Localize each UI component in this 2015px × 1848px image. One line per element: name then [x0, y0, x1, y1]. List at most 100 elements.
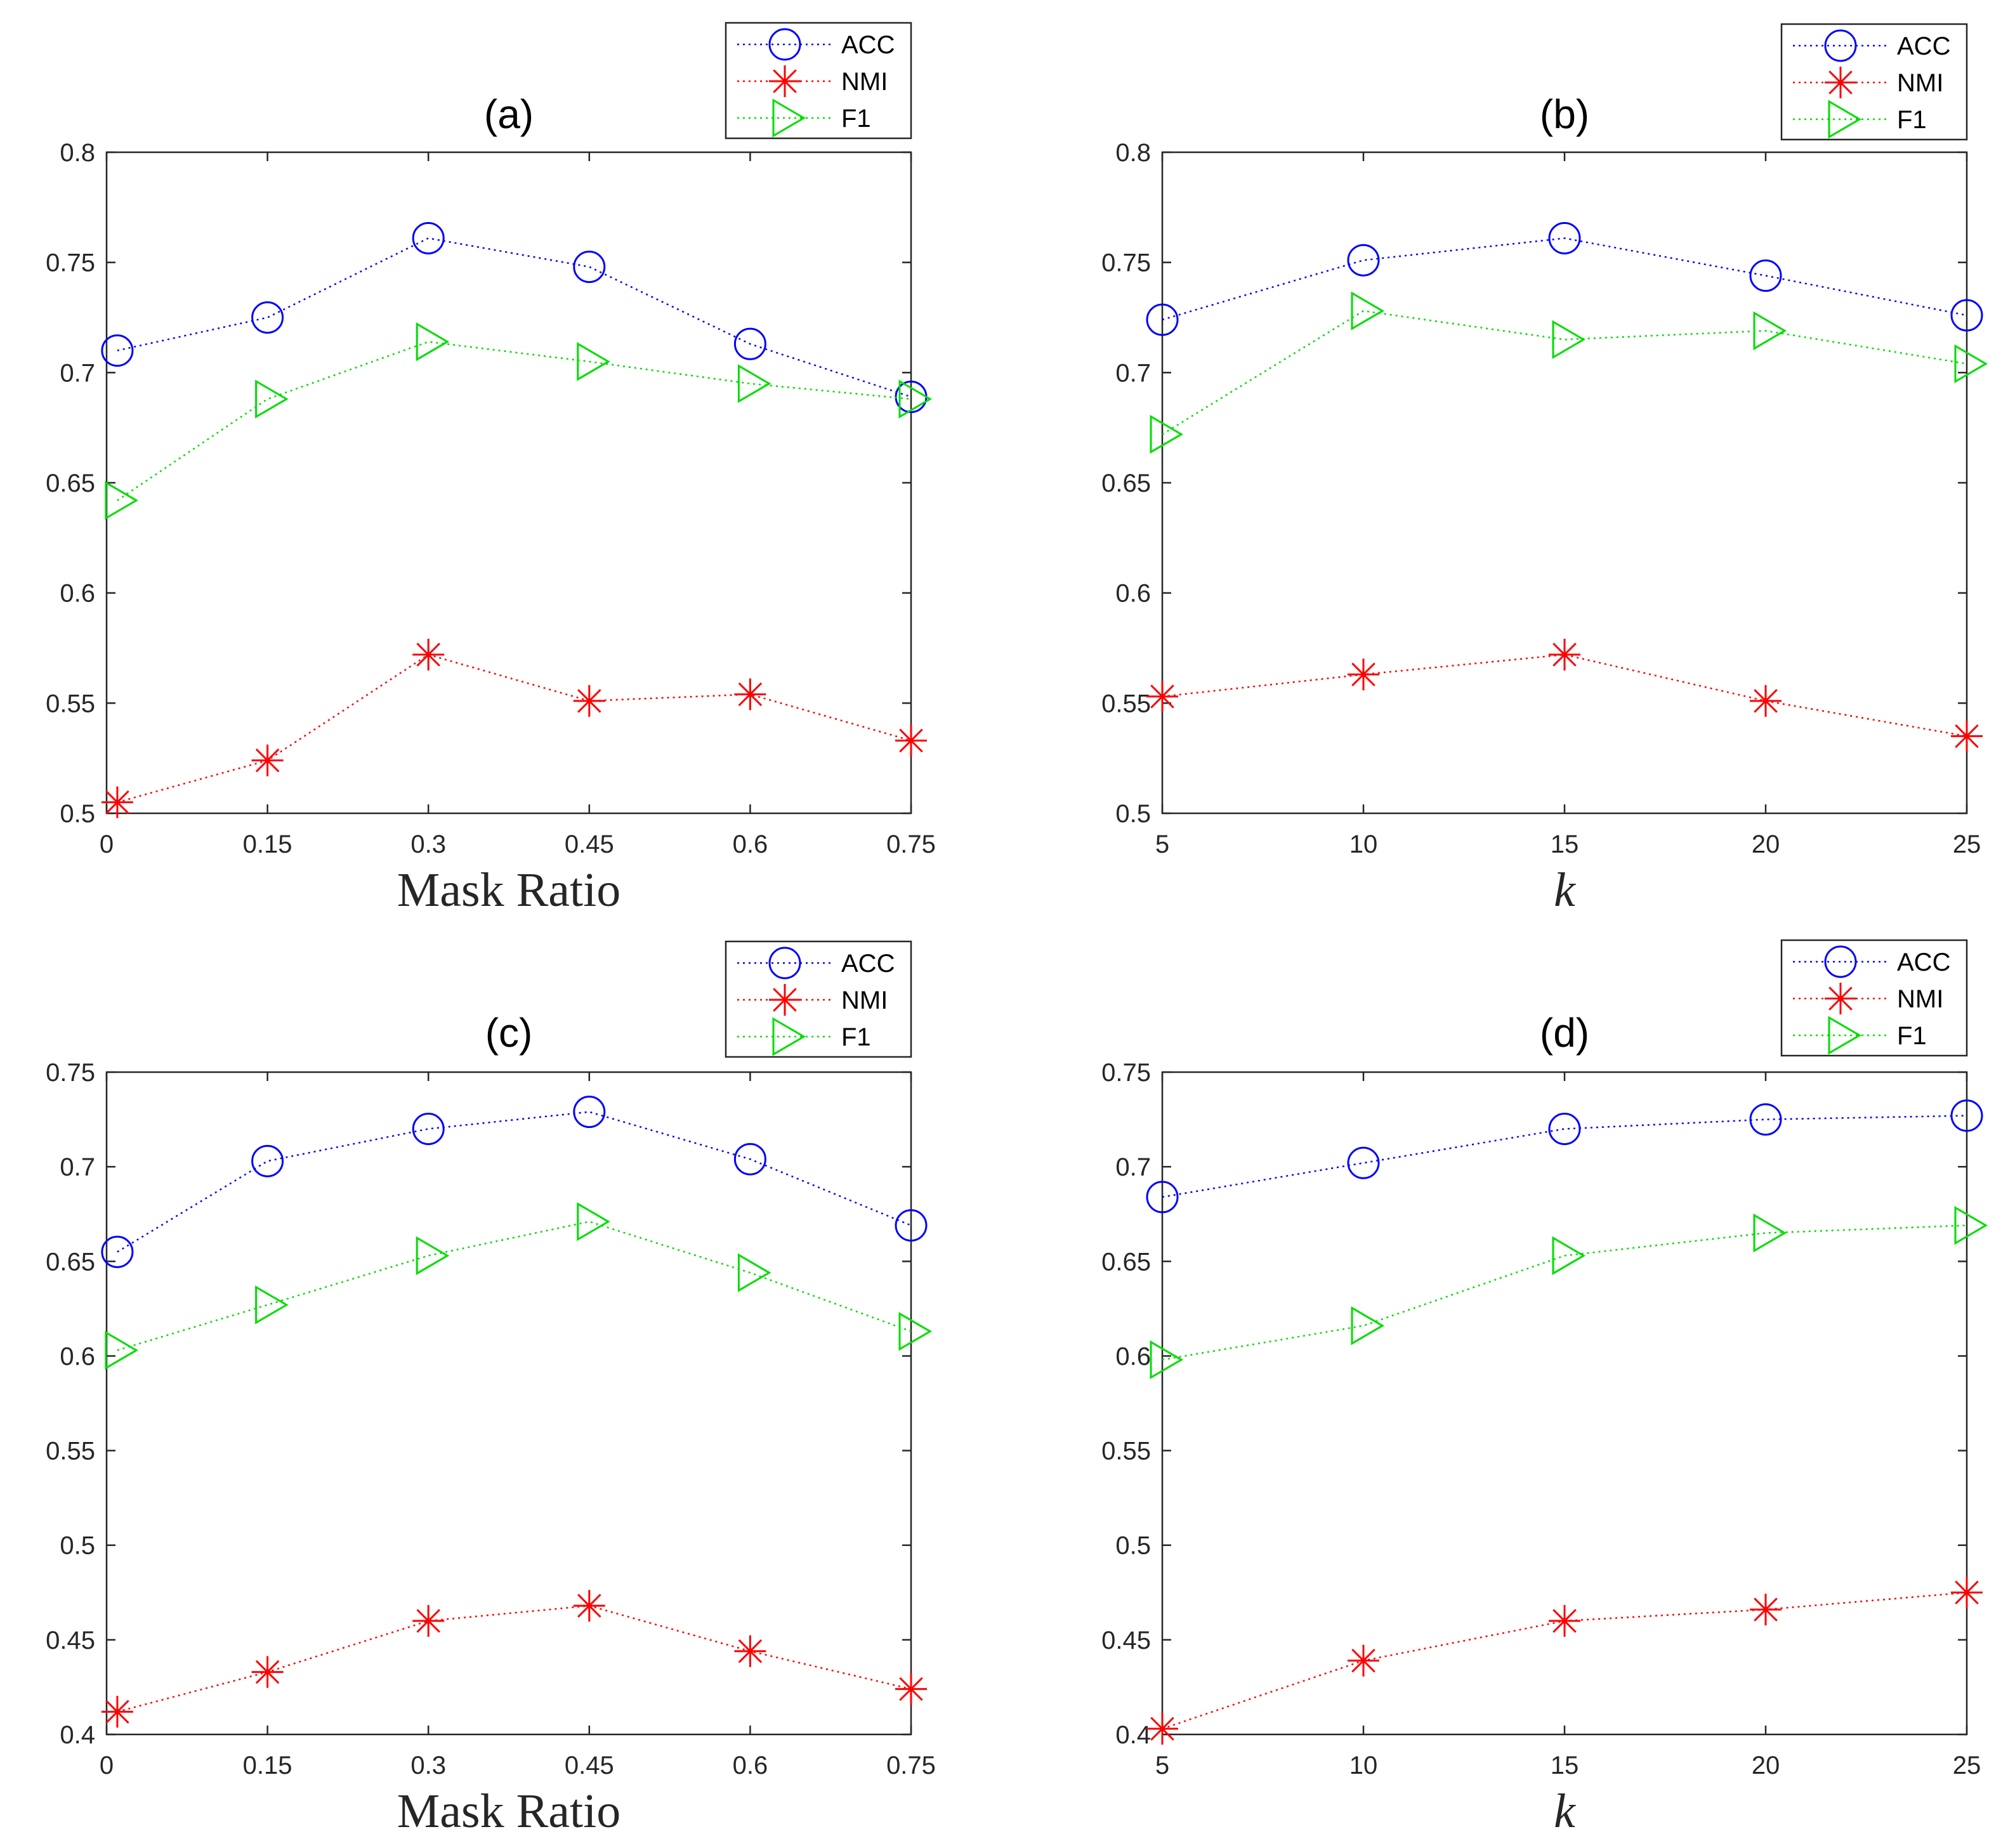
data-point-acc: [1749, 259, 1782, 292]
legend-label: F1: [1897, 1022, 1927, 1050]
data-point-nmi: [251, 1656, 284, 1688]
data-point-nmi: [101, 1696, 133, 1728]
panel-title: (c): [485, 1010, 533, 1056]
data-point-f1: [105, 481, 138, 520]
series-f1: [105, 322, 932, 520]
legend-label: ACC: [1897, 948, 1950, 976]
data-point-f1: [255, 1285, 289, 1325]
legend: ACC NMI F1: [725, 22, 912, 140]
data-point-f1: [898, 379, 932, 419]
series-line-f1: [1162, 1224, 1967, 1361]
data-point-acc: [1146, 303, 1179, 336]
legend-marker-nmi: [769, 984, 801, 1016]
data-point-f1: [898, 1312, 932, 1351]
x-tick-label: 5: [1155, 830, 1169, 858]
data-point-nmi: [1549, 638, 1580, 671]
y-tick-label: 0.4: [1115, 1721, 1151, 1749]
panel-title: (b): [1540, 91, 1589, 137]
data-point-acc: [1347, 244, 1380, 277]
x-tick-label: 15: [1551, 1752, 1579, 1779]
data-point-f1: [577, 342, 610, 381]
legend-entry-f1: F1: [1793, 100, 1927, 139]
series-line-acc: [1162, 1115, 1967, 1198]
y-tick-label: 0.55: [1101, 1438, 1151, 1465]
data-point-nmi: [1549, 1605, 1580, 1637]
axes-box: [1161, 151, 1968, 815]
series-acc: [101, 221, 928, 414]
legend-entry-nmi: NMI: [1793, 983, 1943, 1014]
x-tick-label: 0.6: [733, 830, 768, 858]
data-point-f1: [1954, 344, 1988, 384]
data-point-acc: [733, 327, 766, 360]
legend-entry-f1: F1: [737, 98, 871, 138]
data-point-acc: [1548, 1112, 1581, 1145]
data-point-acc: [101, 334, 134, 367]
y-tick-label: 0.75: [46, 1059, 95, 1087]
x-tick-label: 25: [1953, 1752, 1981, 1779]
y-tick-label: 0.8: [60, 139, 95, 167]
y-tick-label: 0.6: [60, 1342, 95, 1370]
y-tick-label: 0.55: [1101, 690, 1151, 718]
y-tick-label: 0.5: [60, 1532, 95, 1560]
legend: ACC NMI F1: [725, 940, 912, 1058]
data-point-nmi: [1348, 659, 1379, 691]
y-tick-label: 0.55: [46, 1438, 95, 1465]
x-tick-label: 0.75: [886, 1752, 936, 1779]
x-axis-label: Mask Ratio: [397, 863, 621, 917]
legend-marker-acc: [1824, 29, 1857, 62]
series-nmi: [101, 638, 927, 818]
axes-box: [105, 1071, 912, 1736]
data-point-nmi: [1750, 1594, 1782, 1626]
y-tick-label: 0.75: [1101, 249, 1151, 277]
data-point-f1: [1552, 320, 1585, 359]
series-line-acc: [1162, 237, 1967, 321]
x-axis-label: k: [1554, 1785, 1576, 1838]
legend-marker-f1: [1828, 1016, 1861, 1055]
data-point-nmi: [251, 744, 284, 777]
data-point-acc: [251, 301, 284, 334]
legend-label: F1: [841, 1023, 871, 1051]
y-tick-label: 0.7: [1115, 359, 1151, 387]
x-tick-label: 20: [1752, 830, 1780, 858]
data-point-acc: [1749, 1103, 1782, 1136]
axes-box: [105, 151, 912, 815]
data-point-acc: [733, 1143, 766, 1176]
series-line-acc: [117, 1111, 912, 1253]
data-point-nmi: [734, 1635, 766, 1667]
legend-entry-acc: ACC: [737, 28, 895, 61]
x-tick-label: 10: [1349, 830, 1378, 858]
legend-marker-acc: [768, 947, 801, 980]
y-tick-label: 0.55: [46, 690, 95, 718]
x-tick-label: 0: [100, 830, 114, 858]
data-point-nmi: [895, 724, 927, 757]
x-axis-label: k: [1554, 863, 1576, 917]
data-point-acc: [412, 221, 445, 254]
legend-entry-f1: F1: [1793, 1016, 1927, 1055]
y-tick-label: 0.7: [60, 359, 95, 387]
y-tick-label: 0.6: [60, 580, 95, 608]
y-tick-label: 0.4: [60, 1721, 95, 1749]
legend-marker-f1: [772, 1017, 806, 1056]
data-point-nmi: [573, 685, 605, 717]
legend-entry-f1: F1: [737, 1017, 871, 1056]
x-tick-label: 15: [1551, 830, 1579, 858]
data-point-acc: [573, 251, 606, 284]
data-point-nmi: [1146, 1713, 1178, 1745]
data-point-acc: [1548, 221, 1581, 254]
data-point-acc: [1950, 299, 1983, 332]
legend-marker-acc: [768, 28, 801, 61]
y-tick-label: 0.45: [46, 1627, 95, 1655]
legend-label: ACC: [1897, 32, 1950, 60]
data-point-acc: [1146, 1181, 1179, 1214]
data-point-f1: [1351, 1306, 1384, 1346]
panel-b: 5 10 15 20 25 0.5 0.55 0.6 0.65 0.7 0.75 0.8 (b) k ACC…: [1101, 23, 1988, 917]
panel-a: 0 0.15 0.3 0.45 0.6 0.75 0.5 0.55 0.6 0.65 0.7 0.75…: [46, 22, 936, 917]
series-line-f1: [117, 341, 912, 501]
y-tick-label: 0.65: [46, 1248, 95, 1276]
legend-marker-f1: [1828, 100, 1861, 139]
x-axis-label: Mask Ratio: [397, 1785, 621, 1838]
y-tick-label: 0.7: [1115, 1153, 1151, 1181]
series-line-f1: [117, 1221, 912, 1351]
data-point-nmi: [573, 1590, 605, 1622]
